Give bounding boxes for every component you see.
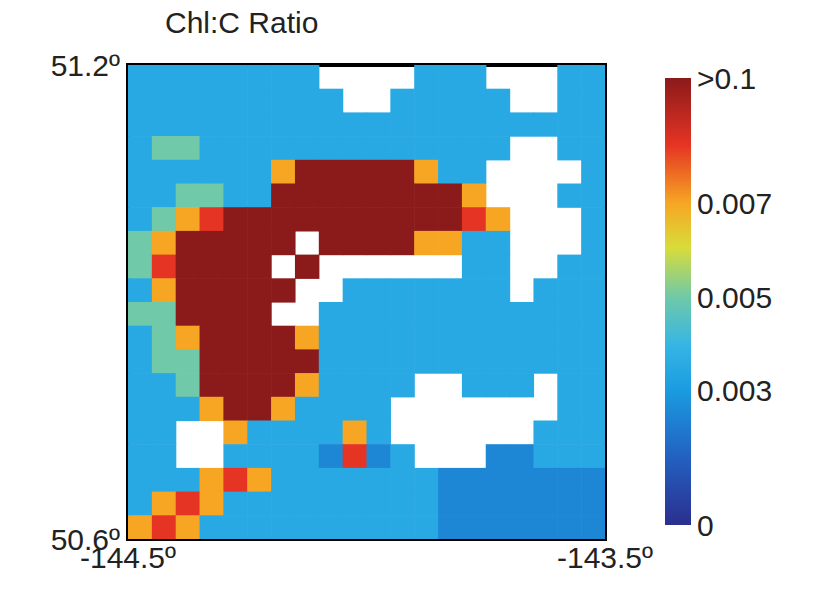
svg-text:-144.5º: -144.5º [80,541,176,575]
html-text:Chl:C Ratio: Chl:C Ratio [165,6,319,39]
svg-text:0.007: 0.007 [697,187,772,220]
svg-text:>0.1: >0.1 [697,62,756,95]
svg-text:0: 0 [697,509,714,542]
svg-text:0.003: 0.003 [697,374,772,407]
svg-text:-143.5º: -143.5º [557,541,653,574]
svg-text:50.6º: 50.6º [51,523,120,556]
svg-text:0.005: 0.005 [697,281,772,314]
svg-text:51.2º: 51.2º [51,49,120,82]
